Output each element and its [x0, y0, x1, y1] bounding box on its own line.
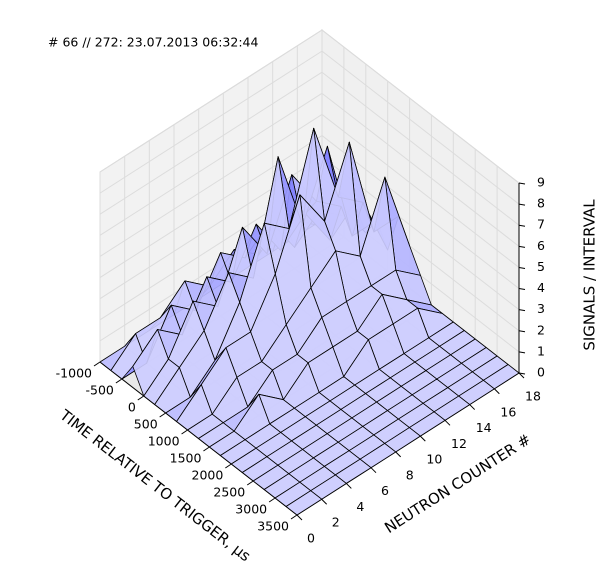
y-tick	[370, 467, 377, 474]
z-tick	[518, 309, 526, 312]
y-tick	[345, 483, 352, 489]
grid-line	[321, 92, 520, 247]
grid-line	[99, 29, 323, 173]
surface-cell	[285, 490, 323, 516]
x-tick-label: 1500	[170, 451, 202, 466]
x-tick	[225, 463, 232, 469]
y-tick	[395, 451, 402, 458]
grid-line	[321, 29, 520, 184]
z-axis-label: SIGNALS / INTERVAL	[581, 199, 599, 351]
x-tick	[290, 514, 298, 520]
z-tick	[518, 224, 526, 227]
y-tick	[493, 388, 500, 395]
z-tick	[518, 351, 526, 354]
y-tick	[444, 419, 451, 426]
x-tick	[203, 446, 210, 452]
x-tick-label: 2000	[192, 468, 224, 483]
z-tick	[518, 266, 526, 269]
x-tick	[137, 395, 145, 401]
z-tick	[518, 203, 526, 206]
z-tick	[518, 245, 526, 248]
y-tick	[296, 514, 303, 521]
grid-line	[321, 114, 520, 268]
grid-line	[321, 50, 520, 205]
y-tick-label: 8	[406, 467, 414, 482]
z-tick-label: 5	[537, 259, 545, 274]
y-tick-label: 6	[381, 483, 389, 498]
chart-title: # 66 // 272: 23.07.2013 06:32:44	[48, 35, 258, 50]
z-tick-label: 1	[537, 343, 545, 358]
y-tick-label: 10	[426, 452, 442, 467]
y-tick-label: 4	[356, 499, 364, 514]
x-tick	[268, 497, 276, 503]
y-tick-label: 2	[332, 515, 340, 530]
x-tick	[246, 480, 254, 486]
y-tick-label: 18	[525, 389, 541, 404]
x-tick-label: -500	[86, 383, 114, 398]
z-tick-label: 0	[537, 365, 545, 380]
y-tick	[321, 498, 328, 505]
z-tick	[518, 372, 526, 375]
y-tick-label: 0	[307, 531, 315, 546]
y-tick	[469, 404, 476, 410]
grid-line	[321, 71, 520, 226]
z-tick-label: 8	[537, 196, 545, 211]
z-tick	[518, 330, 526, 333]
grid-line	[99, 50, 323, 194]
z-tick-label: 3	[537, 301, 545, 316]
z-tick-label: 9	[537, 175, 545, 190]
x-tick	[181, 429, 188, 435]
y-tick-label: 12	[451, 436, 467, 451]
y-tick-label: 16	[500, 404, 516, 419]
z-tick	[518, 288, 526, 291]
y-tick	[518, 372, 525, 379]
z-tick-label: 7	[537, 217, 545, 232]
x-tick-label: 0	[128, 400, 136, 415]
y-tick-label: 14	[476, 420, 492, 435]
grid-line	[99, 92, 323, 236]
x-tick-label: 1000	[148, 434, 180, 449]
x-tick-label: 3500	[257, 519, 289, 534]
x-tick	[93, 361, 101, 367]
y-tick	[419, 435, 426, 442]
x-tick-label: 2500	[213, 485, 245, 500]
grid-line	[99, 71, 323, 215]
grid-line	[99, 114, 323, 257]
z-tick	[518, 182, 526, 185]
x-tick	[115, 378, 123, 384]
z-tick-label: 4	[537, 280, 545, 295]
x-tick-label: -1000	[56, 366, 92, 381]
z-tick-label: 2	[537, 322, 545, 337]
x-tick	[159, 412, 166, 418]
x-tick-label: 3000	[235, 502, 267, 517]
x-tick-label: 500	[134, 417, 158, 432]
grid-line	[99, 135, 323, 278]
z-tick-label: 6	[537, 238, 545, 253]
